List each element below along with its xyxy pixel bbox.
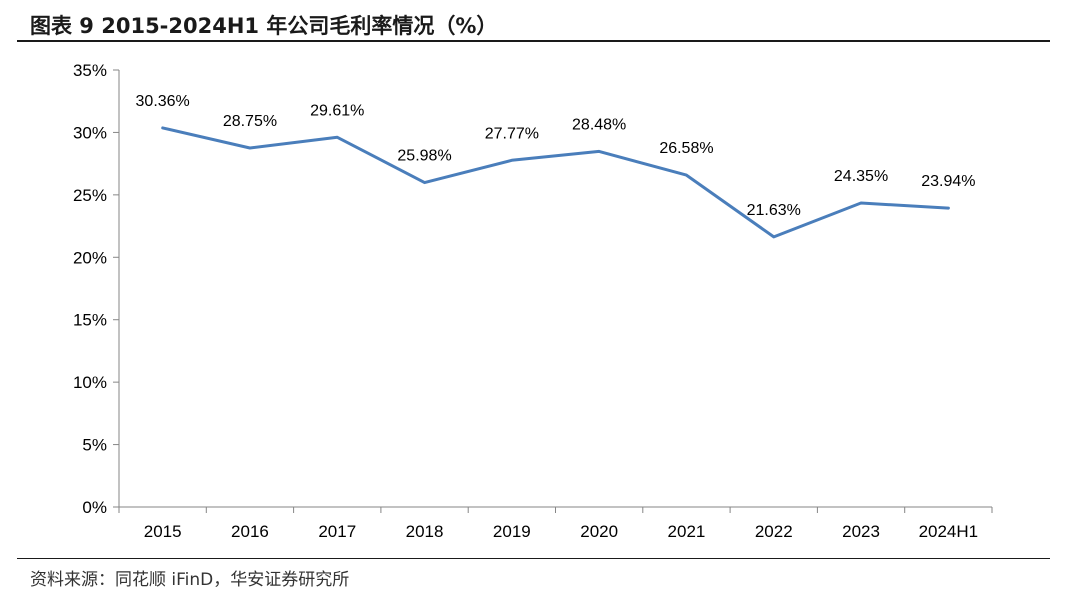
series-line — [161, 126, 950, 239]
figure-title: 图表 9 2015-2024H1 年公司毛利率情况（%） — [30, 14, 498, 38]
x-tick-label: 2019 — [493, 522, 531, 541]
y-axis-ticks: 0% 5% 10% 15% 20% 25% 30% 35% — [73, 61, 119, 517]
data-label: 26.58% — [659, 140, 713, 157]
y-tick-label: 15% — [73, 311, 107, 330]
data-label: 28.75% — [223, 113, 277, 130]
x-tick-label: 2015 — [144, 522, 182, 541]
title-rule — [17, 40, 1050, 42]
y-tick-label: 10% — [73, 373, 107, 392]
x-tick-label: 2018 — [406, 522, 444, 541]
data-label: 23.94% — [921, 173, 975, 190]
x-tick-label: 2022 — [755, 522, 793, 541]
data-label: 21.63% — [747, 202, 801, 219]
x-axis-ticks: 2015 2016 2017 2018 2019 2020 2021 2022 2023 2024… — [118, 507, 993, 541]
source-note: 资料来源：同花顺 iFinD，华安证券研究所 — [30, 570, 350, 590]
y-tick-label: 35% — [73, 61, 107, 80]
y-tick-label: 20% — [73, 248, 107, 267]
y-tick-label: 30% — [73, 123, 107, 142]
data-label: 27.77% — [485, 125, 539, 142]
axes — [118, 70, 992, 508]
series — [161, 126, 950, 239]
data-label: 29.61% — [310, 102, 364, 119]
x-tick-label: 2024H1 — [919, 522, 979, 541]
data-label: 25.98% — [397, 148, 451, 165]
y-tick-label: 5% — [82, 436, 107, 455]
data-label: 28.48% — [572, 116, 626, 133]
x-tick-label: 2021 — [668, 522, 706, 541]
data-labels: 30.36% 28.75% 29.61% 25.98% 27.77% 28.48% 26.5… — [136, 93, 976, 219]
line-chart: 0%5%10%15%20%25%30%35% 2015 2016 2017 2018 2… — [73, 61, 993, 541]
x-tick-label: 2017 — [318, 522, 356, 541]
source-rule — [17, 558, 1050, 559]
x-tick-label: 2020 — [580, 522, 618, 541]
x-tick-label: 2016 — [231, 522, 269, 541]
y-tick-label: 25% — [73, 186, 107, 205]
data-label: 24.35% — [834, 168, 888, 185]
data-label: 30.36% — [136, 93, 190, 110]
x-tick-label: 2023 — [842, 522, 880, 541]
y-tick-label: 0% — [82, 498, 107, 517]
